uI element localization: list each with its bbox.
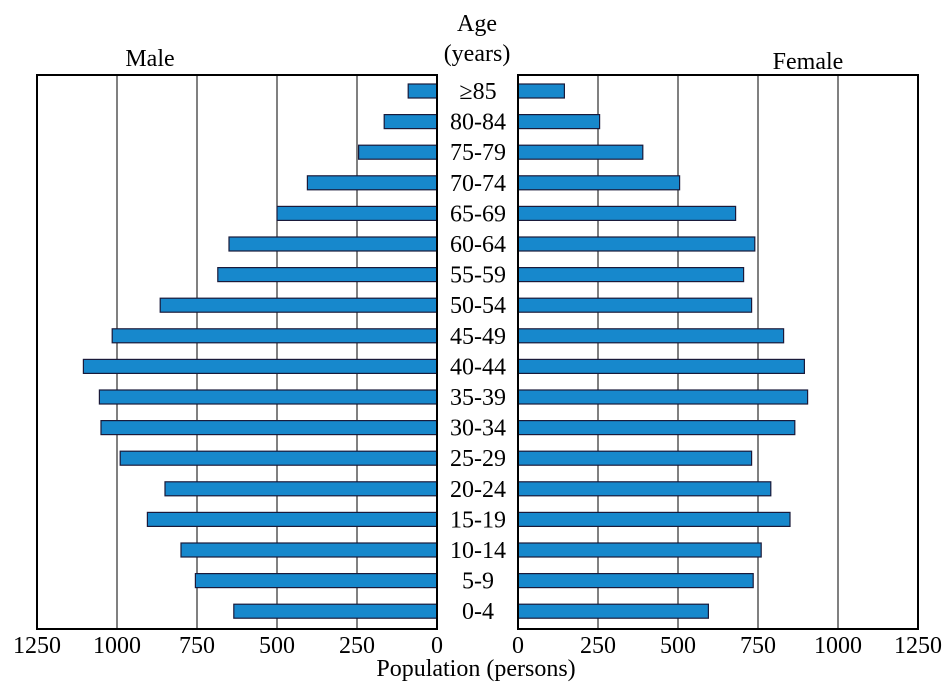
female-bar-75-79 — [517, 144, 644, 160]
male-plot-frame — [36, 74, 438, 630]
male-bar-5-9 — [194, 572, 438, 589]
age-label-45-49: 45-49 — [450, 324, 506, 350]
age-label-80-84: 80-84 — [450, 110, 506, 136]
age-title-line1: Age — [457, 11, 497, 37]
female-tick-0: 0 — [512, 633, 524, 659]
female-bar-20-24 — [517, 481, 772, 497]
female-bar-50-54 — [517, 297, 753, 313]
male-bar-55-59 — [217, 267, 438, 283]
female-bar-5-9 — [517, 572, 754, 589]
male-tick-500: 500 — [259, 633, 295, 659]
female-bar-70-74 — [517, 175, 681, 191]
male-bar-35-39 — [98, 389, 438, 405]
male-tick-1250: 1250 — [13, 633, 61, 659]
female-tick-750: 750 — [740, 633, 776, 659]
female-bar-45-49 — [517, 328, 785, 344]
female-tick-250: 250 — [580, 633, 616, 659]
age-labels: ≥85 80-84 75-79 70-74 65-69 60-64 55-59 50-54 45… — [450, 79, 506, 625]
grid-lines — [116, 75, 839, 629]
age-label-25-29: 25-29 — [450, 446, 506, 472]
female-bar-65-69 — [517, 205, 737, 221]
male-tick-1000: 1000 — [93, 633, 141, 659]
age-label-15-19: 15-19 — [450, 507, 506, 533]
male-bar-30-34 — [100, 420, 438, 436]
age-label-30-34: 30-34 — [450, 416, 506, 442]
female-bar-10-14 — [517, 542, 762, 558]
x-tick-labels: 1250 1250 1000 1000 750 750 500 500 250 250 0 0 — [13, 633, 942, 659]
female-bar-0-4 — [517, 603, 709, 619]
male-bar-50-54 — [159, 297, 438, 313]
female-bar-40-44 — [517, 358, 805, 374]
male-bar-25-29 — [119, 450, 438, 466]
male-bar-60-64 — [228, 236, 438, 252]
age-label-35-39: 35-39 — [450, 385, 506, 411]
age-label-75-79: 75-79 — [450, 140, 506, 166]
female-series-label: Female — [773, 49, 844, 75]
x-axis-label: Population (persons) — [376, 656, 575, 682]
age-label-ge85: ≥85 — [459, 79, 496, 105]
age-title-line2: (years) — [444, 41, 511, 67]
age-label-40-44: 40-44 — [450, 354, 506, 380]
male-bar-40-44 — [82, 358, 438, 374]
female-bar-60-64 — [517, 236, 756, 252]
male-bar-ge85 — [407, 83, 438, 99]
female-bar-15-19 — [517, 511, 791, 528]
age-label-55-59: 55-59 — [450, 263, 506, 289]
male-tick-0: 0 — [431, 633, 443, 659]
female-bar-80-84 — [517, 113, 601, 130]
female-tick-500: 500 — [660, 633, 696, 659]
female-plot-frame — [517, 74, 919, 630]
male-tick-250: 250 — [339, 633, 375, 659]
age-label-0-4: 0-4 — [462, 599, 494, 625]
female-bar-25-29 — [517, 450, 753, 466]
female-bar-55-59 — [517, 267, 745, 283]
age-label-65-69: 65-69 — [450, 201, 506, 227]
male-bar-75-79 — [358, 144, 438, 160]
male-bar-80-84 — [383, 113, 438, 130]
female-tick-1000: 1000 — [814, 633, 862, 659]
male-bar-10-14 — [180, 542, 438, 558]
female-bar-ge85 — [517, 83, 566, 99]
male-tick-750: 750 — [179, 633, 215, 659]
age-label-70-74: 70-74 — [450, 171, 506, 197]
male-bar-45-49 — [111, 328, 438, 344]
female-bar-35-39 — [517, 389, 809, 405]
age-label-5-9: 5-9 — [462, 569, 494, 595]
bars — [82, 83, 809, 619]
age-label-20-24: 20-24 — [450, 477, 506, 503]
age-label-60-64: 60-64 — [450, 232, 506, 258]
female-bar-30-34 — [517, 420, 796, 436]
male-bar-20-24 — [164, 481, 438, 497]
age-label-10-14: 10-14 — [450, 538, 506, 564]
male-bar-65-69 — [276, 205, 438, 221]
male-bar-0-4 — [233, 603, 438, 619]
female-tick-1250: 1250 — [894, 633, 942, 659]
male-bar-70-74 — [306, 175, 438, 191]
male-bar-15-19 — [146, 511, 438, 528]
male-series-label: Male — [125, 46, 174, 72]
age-label-50-54: 50-54 — [450, 293, 506, 319]
